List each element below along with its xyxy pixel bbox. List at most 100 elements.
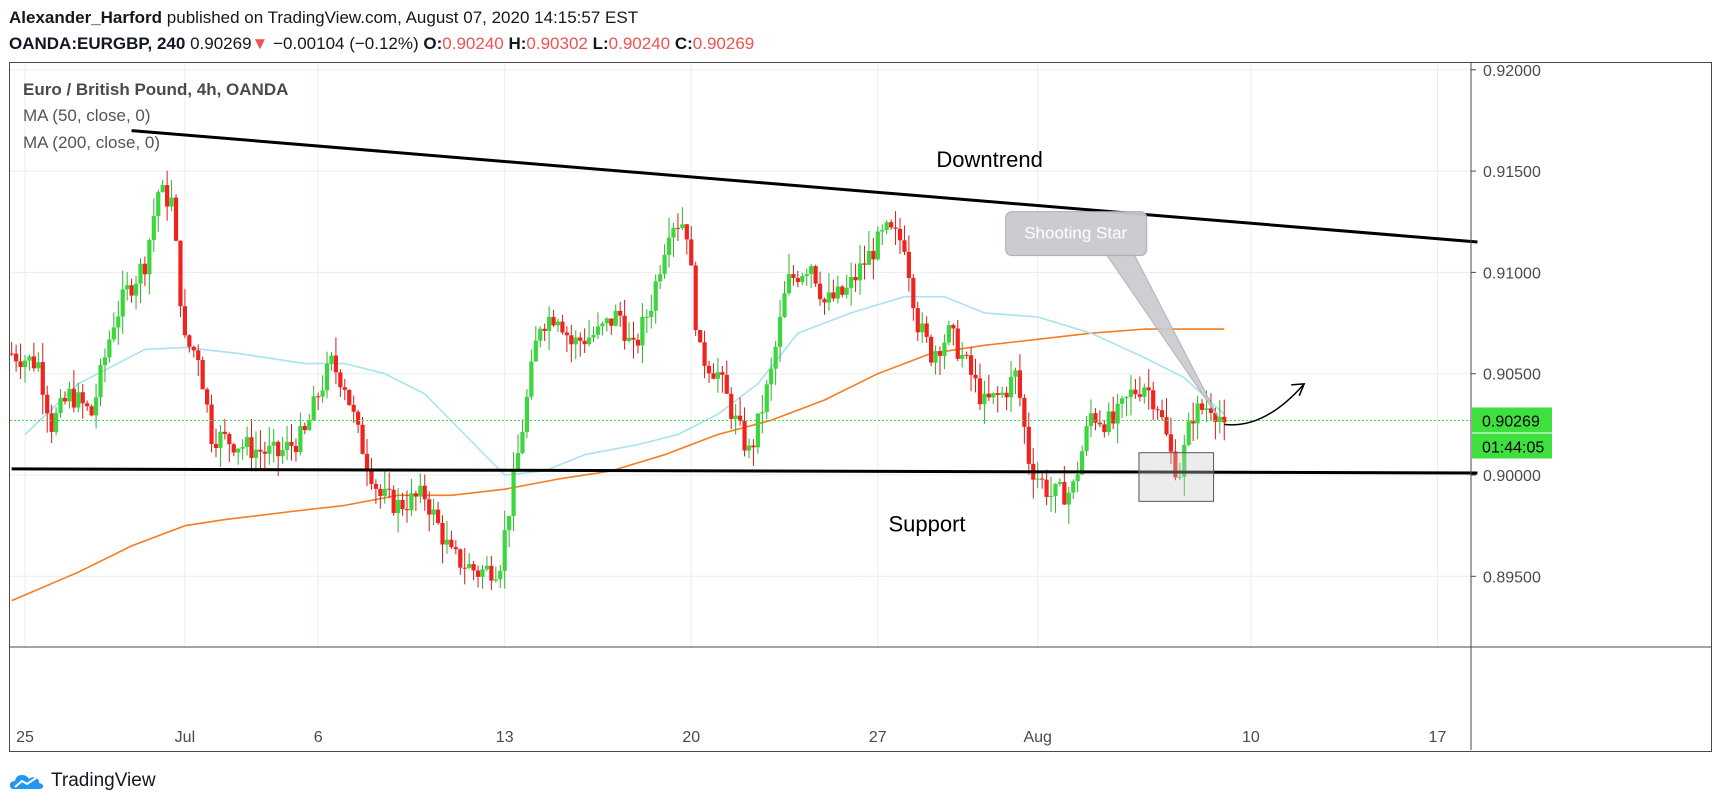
candle-down	[422, 485, 427, 500]
candle-down	[840, 286, 845, 295]
candle-down	[1137, 394, 1142, 397]
candle-down	[564, 332, 569, 336]
candle-down	[9, 353, 14, 355]
candle-down	[129, 285, 134, 296]
candle-up	[777, 316, 783, 347]
legend-ma50[interactable]: MA (50, close, 0)	[23, 106, 151, 125]
low-label: L:	[592, 34, 609, 53]
candle-down	[1199, 403, 1205, 410]
grid	[10, 63, 1471, 647]
candle-down	[1097, 422, 1102, 425]
candle-down	[1062, 482, 1067, 505]
candle-up	[538, 328, 543, 341]
candle-up	[1080, 451, 1085, 475]
candle-down	[85, 403, 90, 407]
candle-down	[702, 342, 707, 366]
candle-up	[804, 274, 809, 277]
author-name[interactable]: Alexander_Harford	[9, 8, 163, 27]
legend-ma200[interactable]: MA (200, close, 0)	[23, 133, 161, 152]
candle-up	[764, 384, 769, 412]
candle-down	[693, 265, 698, 331]
x-tick-label: 20	[682, 729, 700, 746]
candle-down	[955, 328, 960, 359]
candle-down	[231, 444, 236, 453]
candle-up	[218, 431, 223, 449]
candle-up	[22, 360, 28, 368]
candle-down	[1164, 417, 1169, 435]
candle-up	[649, 310, 654, 317]
candle-up	[324, 363, 330, 391]
candle-up	[586, 337, 592, 345]
low-value: 0.90240	[608, 34, 671, 53]
candle-up	[138, 263, 143, 284]
x-tick-label: 6	[314, 729, 323, 746]
candle-down	[449, 539, 454, 548]
candle-up	[1066, 492, 1071, 505]
candle-up	[396, 499, 401, 514]
candle-up	[644, 316, 649, 318]
candle-down	[977, 378, 983, 405]
candle-up	[1057, 482, 1063, 484]
tradingview-cloud-icon	[10, 775, 44, 789]
candle-up	[507, 515, 512, 531]
candle-up	[626, 337, 632, 341]
candle-down	[929, 336, 934, 363]
candle-up	[431, 509, 436, 515]
brand-name[interactable]: TradingView	[51, 770, 156, 791]
candle-up	[1186, 421, 1191, 445]
candle-down	[222, 431, 227, 434]
candle-up	[156, 192, 161, 217]
candle-up	[857, 263, 863, 281]
candle-up	[1124, 396, 1129, 399]
candle-down	[1026, 426, 1031, 464]
candle-down	[40, 362, 45, 395]
candle-up	[1048, 495, 1054, 497]
candle-down	[191, 346, 196, 351]
candle-up	[307, 420, 312, 431]
price-chart[interactable]: Downtrend Support Shooting Star 0.89500 0.9…	[0, 0, 1723, 760]
candle-down	[578, 337, 583, 341]
candle-up	[613, 310, 618, 326]
candles	[9, 170, 1227, 590]
candle-down	[684, 224, 689, 240]
candle-up	[800, 276, 805, 283]
candle-up	[27, 356, 32, 361]
candle-down	[227, 433, 232, 445]
candle-down	[1213, 412, 1218, 422]
candle-down	[404, 509, 410, 511]
candle-up	[53, 412, 59, 432]
candle-down	[182, 306, 187, 336]
candle-up	[866, 250, 872, 265]
candle-up	[555, 321, 561, 326]
countdown-label: 01:44:05	[1482, 440, 1544, 457]
candle-down	[720, 372, 725, 375]
candle-up	[1013, 370, 1018, 377]
trend-lines[interactable]	[10, 129, 1478, 475]
candle-down	[1168, 434, 1174, 452]
candle-down	[893, 227, 898, 229]
open-value: 0.90240	[442, 34, 504, 53]
ma50-line	[24, 295, 1225, 476]
candle-down	[391, 489, 396, 514]
candle-up	[835, 286, 840, 299]
candle-down	[986, 393, 991, 398]
y-tick-label: 0.90500	[1483, 367, 1541, 384]
y-tick-label: 0.92000	[1483, 63, 1541, 80]
candle-up	[329, 355, 334, 364]
candle-up	[498, 570, 503, 580]
candle-down	[889, 222, 894, 228]
chart-frame	[9, 62, 1712, 752]
downtrend-label: Downtrend	[936, 147, 1042, 172]
candle-up	[844, 287, 849, 295]
candle-down	[18, 361, 23, 368]
x-tick-label: 25	[16, 729, 34, 746]
candle-up	[271, 441, 276, 446]
candle-up	[875, 231, 880, 260]
candle-down	[196, 350, 201, 360]
candle-down	[711, 373, 716, 379]
candle-down	[813, 266, 818, 284]
candle-down	[618, 310, 623, 316]
candle-down	[915, 308, 920, 333]
annotations[interactable]: Downtrend Support Shooting Star	[888, 147, 1306, 537]
candle-down	[200, 359, 205, 390]
